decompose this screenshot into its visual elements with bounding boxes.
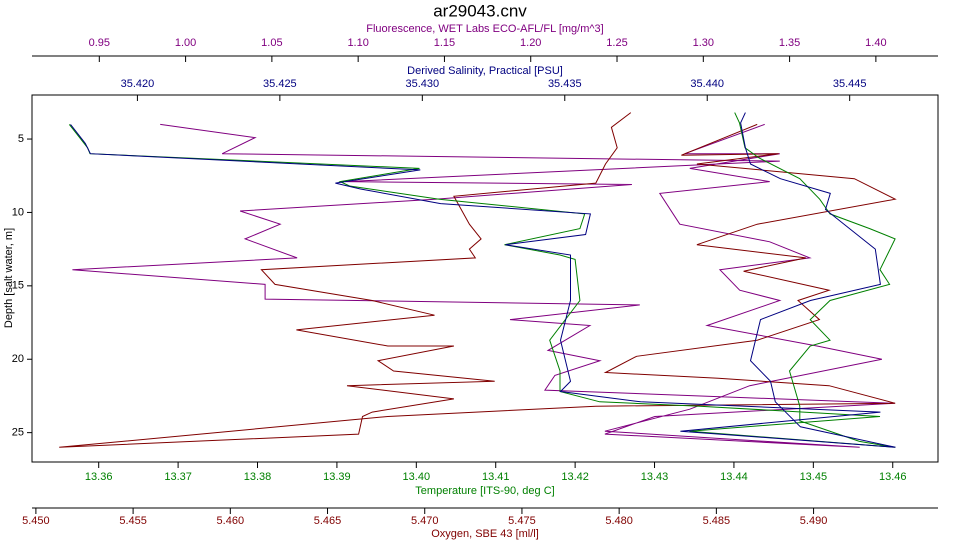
x-tick-label: 13.43 — [641, 471, 669, 483]
x-tick-label: 5.475 — [508, 515, 536, 527]
x-tick-label: 13.40 — [403, 471, 431, 483]
x-tick-label: 13.38 — [244, 471, 272, 483]
x-tick-label: 5.470 — [411, 515, 439, 527]
x-tick-label: 5.460 — [217, 515, 245, 527]
profile-line — [68, 112, 896, 448]
x-axis-label: Oxygen, SBE 43 [ml/l] — [431, 528, 539, 540]
y-tick-label: 10 — [12, 206, 24, 218]
x-tick-label: 1.30 — [693, 37, 714, 49]
x-tick-label: 13.42 — [561, 471, 589, 483]
x-tick-label: 35.430 — [405, 78, 439, 90]
x-tick-label: 13.45 — [800, 471, 828, 483]
x-tick-label: 5.480 — [605, 515, 633, 527]
x-tick-label: 5.455 — [119, 515, 147, 527]
x-tick-label: 5.485 — [703, 515, 731, 527]
profile-line — [72, 123, 895, 448]
y-tick-label: 25 — [12, 427, 24, 439]
x-tick-label: 1.40 — [865, 37, 886, 49]
x-tick-label: 1.05 — [261, 37, 282, 49]
x-tick-label: 1.25 — [606, 37, 627, 49]
x-tick-label: 1.20 — [520, 37, 541, 49]
x-tick-label: 35.440 — [690, 78, 724, 90]
x-tick-label: 13.46 — [879, 471, 907, 483]
x-axis-label: Fluorescence, WET Labs ECO-AFL/FL [mg/m^… — [366, 23, 603, 35]
x-tick-label: 1.10 — [347, 37, 368, 49]
x-tick-label: 35.425 — [263, 78, 297, 90]
x-tick-label: 1.00 — [175, 37, 196, 49]
y-tick-label: 15 — [12, 280, 24, 292]
x-tick-label: 13.39 — [323, 471, 351, 483]
x-axis-label: Derived Salinity, Practical [PSU] — [407, 65, 563, 77]
x-tick-label: 13.41 — [482, 471, 510, 483]
x-tick-label: 1.35 — [779, 37, 800, 49]
x-tick-label: 5.465 — [314, 515, 342, 527]
x-tick-label: 0.95 — [89, 37, 110, 49]
y-axis-label: Depth [salt water, m] — [3, 228, 15, 328]
plot-frame — [31, 94, 939, 463]
chart-title: ar29043.cnv — [433, 1, 527, 20]
x-tick-label: 13.37 — [164, 471, 192, 483]
x-axis-label: Temperature [ITS-90, deg C] — [415, 485, 554, 497]
x-tick-label: 1.15 — [434, 37, 455, 49]
x-tick-label: 13.36 — [85, 471, 113, 483]
x-tick-label: 35.420 — [121, 78, 155, 90]
x-tick-label: 35.435 — [548, 78, 582, 90]
x-tick-label: 13.44 — [720, 471, 748, 483]
x-tick-label: 35.445 — [833, 78, 867, 90]
profile-line — [59, 112, 897, 448]
y-tick-label: 20 — [12, 353, 24, 365]
profile-line — [70, 112, 896, 448]
x-tick-label: 5.450 — [22, 515, 50, 527]
x-tick-label: 5.490 — [800, 515, 828, 527]
y-tick-label: 5 — [18, 133, 24, 145]
